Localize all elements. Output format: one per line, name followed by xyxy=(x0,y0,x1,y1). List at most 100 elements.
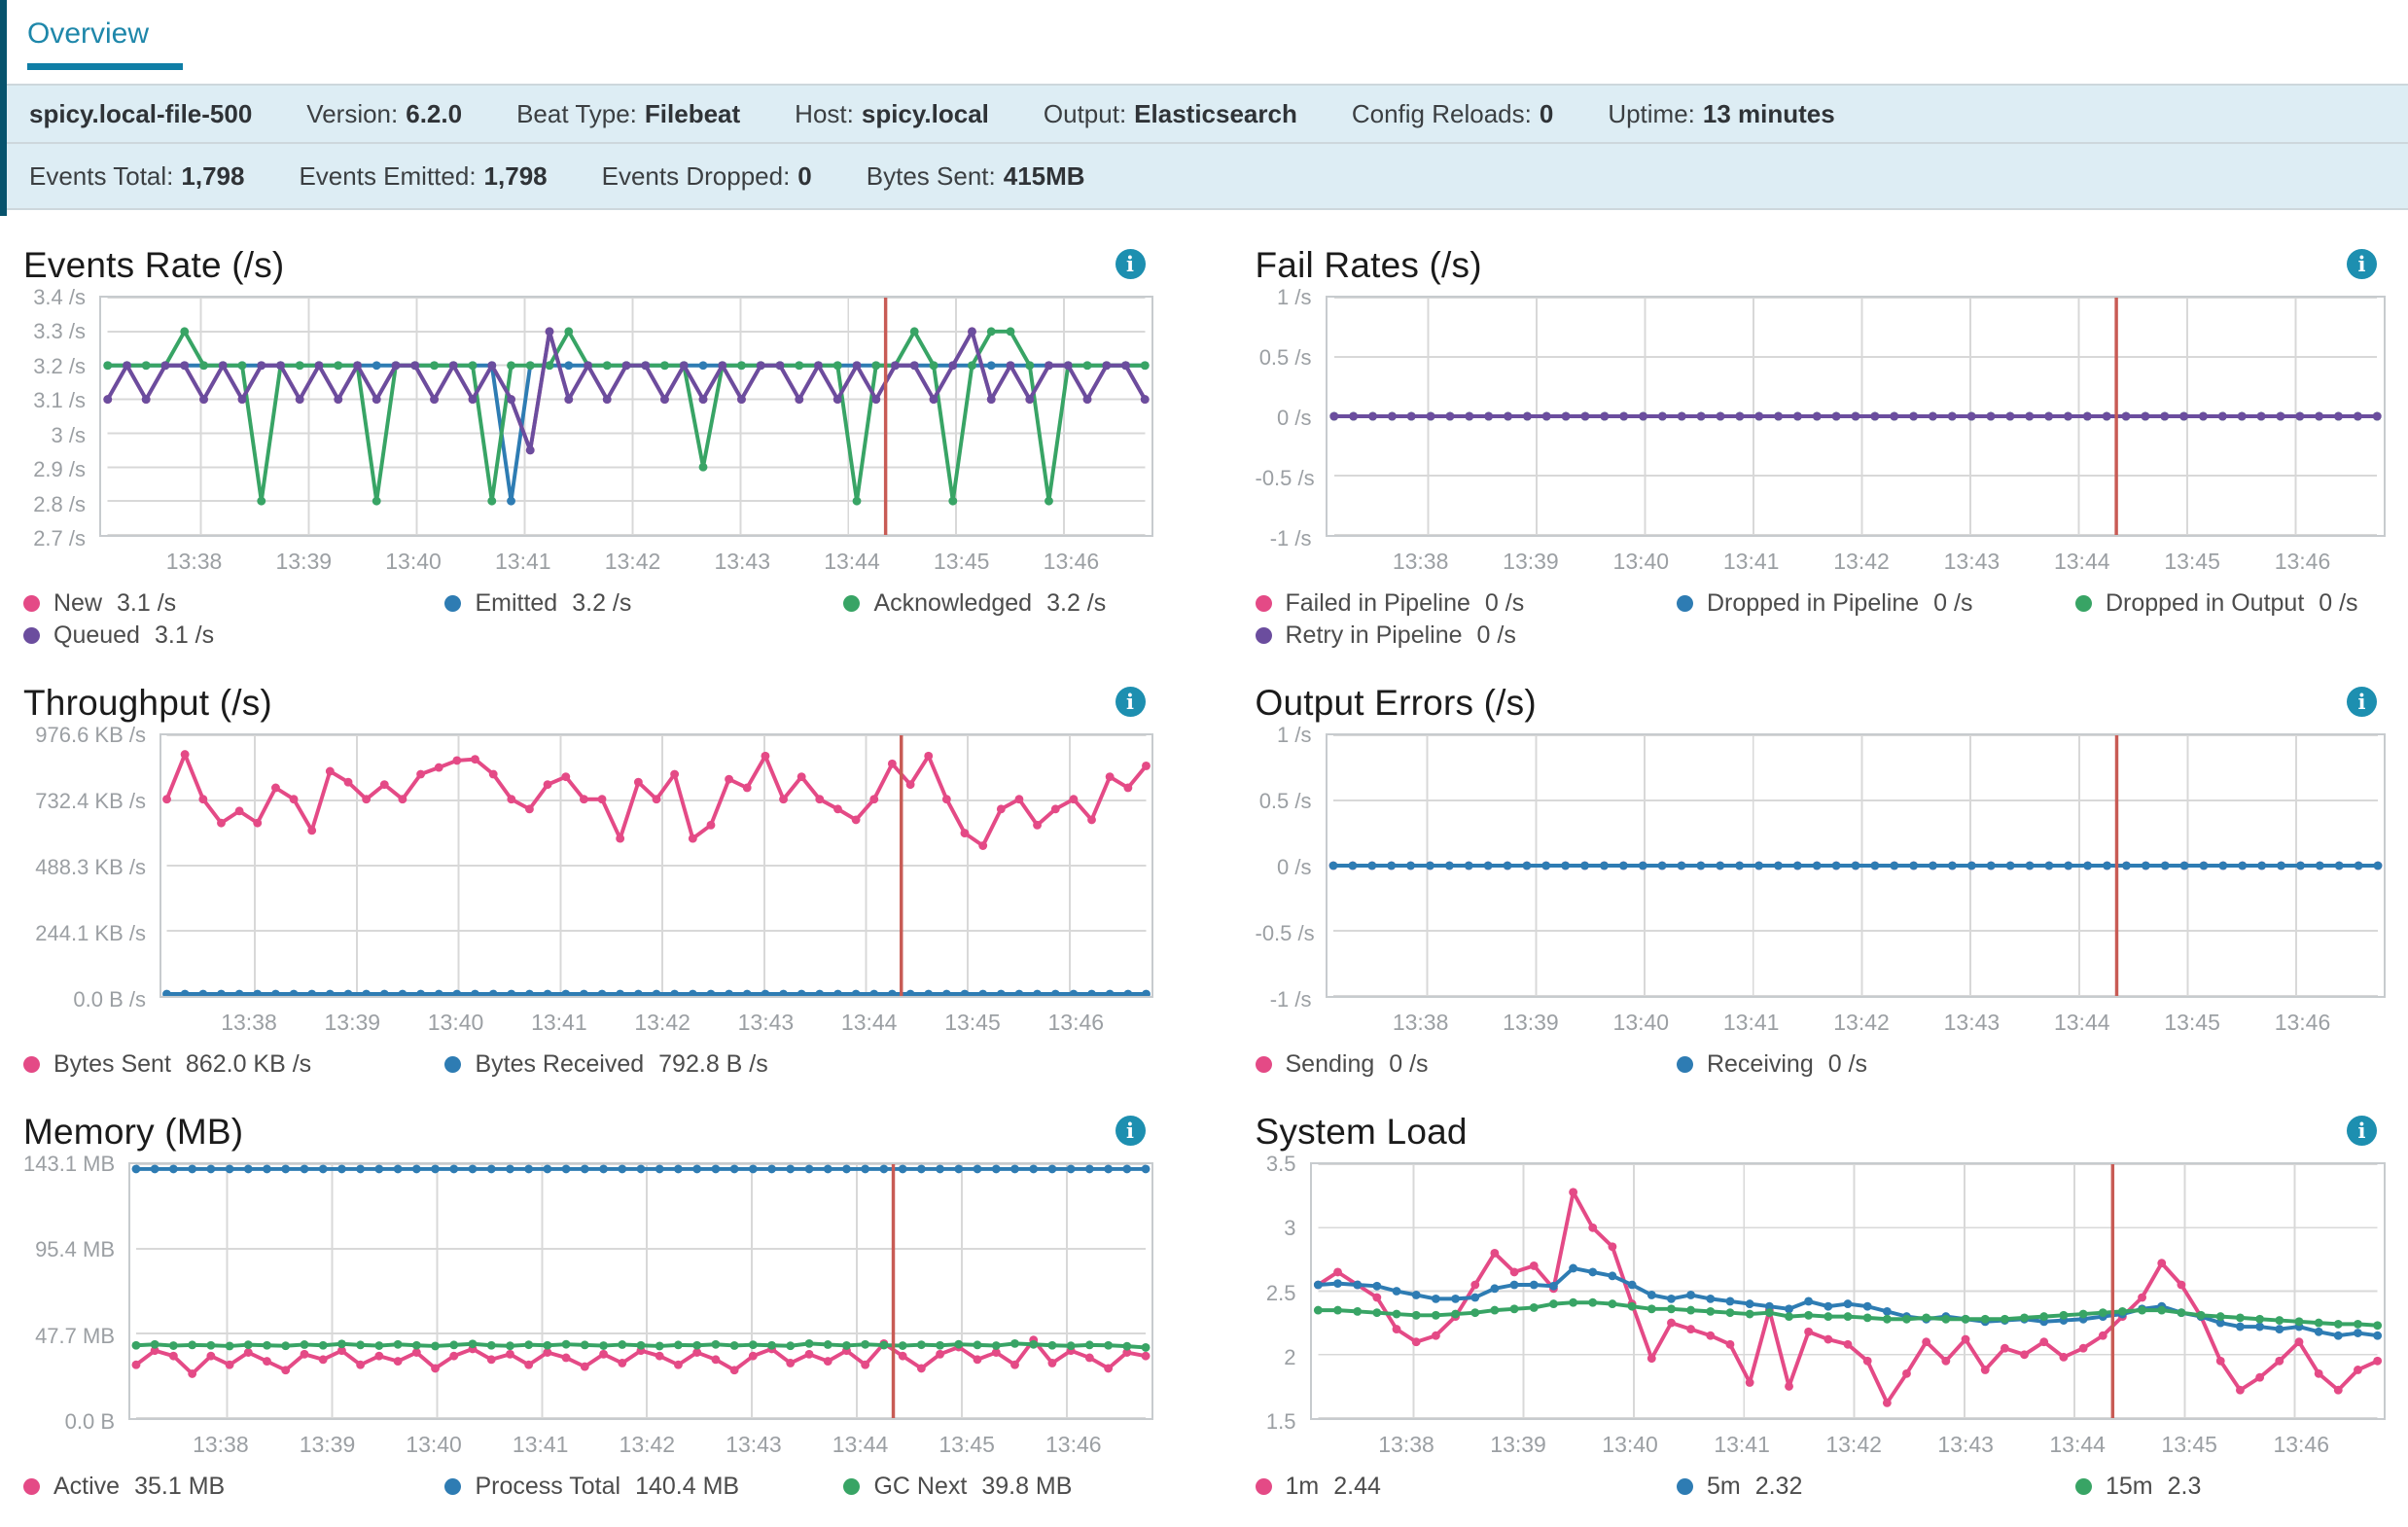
info-icon[interactable]: i xyxy=(1115,687,1146,717)
legend-item-dropped-in-pipeline[interactable]: Dropped in Pipeline 0 /s xyxy=(1676,589,2075,618)
legend-item-active[interactable]: Active 35.1 MB xyxy=(23,1473,444,1501)
x-axis-label: 13:40 xyxy=(1612,549,1670,574)
legend-item-acknowledged[interactable]: Acknowledged 3.2 /s xyxy=(843,589,1162,618)
summary-label: Uptime: xyxy=(1608,98,1695,128)
legend-item-bytes-sent[interactable]: Bytes Sent 862.0 KB /s xyxy=(23,1050,444,1079)
chart-system-load: System Load i 3.5 3 2.5 2 1.5 13:38 13:39 13:40… xyxy=(1255,1112,2395,1501)
chart-legend: Active 35.1 MB Process Total 140.4 MB GC Nex… xyxy=(23,1473,1163,1501)
legend-item-sending[interactable]: Sending 0 /s xyxy=(1255,1050,1677,1079)
legend-dot xyxy=(444,595,462,612)
legend-item-1m[interactable]: 1m 2.44 xyxy=(1255,1473,1677,1501)
legend-item-new[interactable]: New 3.1 /s xyxy=(23,589,444,618)
chart-title: Memory (MB) xyxy=(23,1112,244,1152)
legend-name: Bytes Received xyxy=(475,1050,645,1078)
plot-area: 1 /s 0.5 /s 0 /s -0.5 /s -1 /s 13:38 13:39 13:4… xyxy=(1256,723,2395,1043)
legend-dot xyxy=(23,627,40,644)
summary-value: spicy.local xyxy=(861,98,989,128)
y-axis-label: 2 xyxy=(1284,1344,1296,1369)
legend-item-receiving[interactable]: Receiving 0 /s xyxy=(1676,1050,2075,1079)
chart-canvas[interactable] xyxy=(1325,733,2386,998)
left-accent-strip xyxy=(0,0,7,216)
y-axis-label: 488.3 KB /s xyxy=(35,855,146,879)
chart-legend: Failed in Pipeline 0 /s Dropped in Pipelin… xyxy=(1255,589,2395,650)
x-axis-label: 13:46 xyxy=(2274,1010,2331,1035)
summary-label: Bytes Sent: xyxy=(866,160,996,191)
legend-dot xyxy=(1255,1056,1272,1073)
x-axis-label: 13:46 xyxy=(1043,549,1100,574)
legend-value: 0 /s xyxy=(1933,589,1973,617)
chart-title: Fail Rates (/s) xyxy=(1255,245,1482,285)
chart-title: Throughput (/s) xyxy=(23,683,272,723)
info-icon[interactable]: i xyxy=(1115,249,1146,279)
legend-item-bytes-received[interactable]: Bytes Received 792.8 B /s xyxy=(444,1050,843,1079)
legend-name: Retry in Pipeline xyxy=(1285,621,1463,649)
y-axis-label: 0 /s xyxy=(1277,855,1312,879)
chart-canvas[interactable] xyxy=(128,1162,1153,1420)
x-axis-label: 13:38 xyxy=(165,549,223,574)
plot-area: 976.6 KB /s 732.4 KB /s 488.3 KB /s 244.1 K… xyxy=(23,723,1163,1043)
x-axis-label: 13:42 xyxy=(1833,549,1890,574)
legend-dot xyxy=(2074,595,2092,612)
chart-canvas[interactable] xyxy=(159,733,1153,998)
summary-label: Events Total: xyxy=(29,160,174,191)
y-axis-label: 732.4 KB /s xyxy=(35,789,146,813)
x-axis-label: 13:38 xyxy=(221,1010,277,1035)
y-axis-label: -0.5 /s xyxy=(1255,466,1315,490)
chart-output-errors: Output Errors (/s) i 1 /s 0.5 /s 0 /s -0.5 … xyxy=(1255,683,2395,1079)
y-axis-label: 3.4 /s xyxy=(33,285,86,309)
plot-area: 1 /s 0.5 /s 0 /s -0.5 /s -1 /s 13:38 13:39 13:4… xyxy=(1255,285,2395,582)
legend-dot xyxy=(23,595,40,612)
legend-value: 35.1 MB xyxy=(134,1473,226,1500)
plot-area: 3.4 /s 3.3 /s 3.2 /s 3.1 /s 3 /s 2.9 /s 2.8 /s… xyxy=(23,285,1163,582)
chart-canvas[interactable] xyxy=(99,296,1153,537)
legend-item-retry-in-pipeline[interactable]: Retry in Pipeline 0 /s xyxy=(1255,621,1677,650)
info-icon[interactable]: i xyxy=(2347,687,2377,717)
legend-value: 3.1 /s xyxy=(117,589,177,617)
x-axis-label: 13:38 xyxy=(1392,549,1449,574)
legend-dot xyxy=(1676,1056,1693,1073)
chart-legend: 1m 2.44 5m 2.32 15m 2.3 xyxy=(1255,1473,2395,1501)
y-axis-label: 2.5 xyxy=(1265,1280,1296,1305)
legend-item-gc-next[interactable]: GC Next 39.8 MB xyxy=(843,1473,1162,1501)
chart-canvas[interactable] xyxy=(1325,296,2386,537)
x-axis-label: 13:42 xyxy=(1825,1432,1882,1457)
legend-item-failed-in-pipeline[interactable]: Failed in Pipeline 0 /s xyxy=(1255,589,1677,618)
x-axis-label: 13:41 xyxy=(531,1010,587,1035)
x-axis-label: 13:40 xyxy=(1612,1010,1670,1035)
legend-item-emitted[interactable]: Emitted 3.2 /s xyxy=(444,589,843,618)
legend-item-process-total[interactable]: Process Total 140.4 MB xyxy=(444,1473,843,1501)
chart-fail-rates: Fail Rates (/s) i 1 /s 0.5 /s 0 /s -0.5 /s -… xyxy=(1255,245,2395,650)
beat-name: spicy.local-file-500 xyxy=(29,98,253,128)
y-axis-label: 3.2 /s xyxy=(33,353,86,378)
y-axis-label: 2.9 /s xyxy=(33,457,86,482)
summary-value: Filebeat xyxy=(644,98,741,128)
legend-value: 39.8 MB xyxy=(981,1473,1073,1500)
x-axis-label: 13:45 xyxy=(2161,1432,2217,1457)
legend-item-queued[interactable]: Queued 3.1 /s xyxy=(23,621,444,650)
info-icon[interactable]: i xyxy=(1115,1116,1146,1146)
info-icon[interactable]: i xyxy=(2347,1116,2377,1146)
legend-dot xyxy=(1676,1478,1693,1495)
x-axis-label: 13:44 xyxy=(2049,1432,2106,1457)
summary-value: 6.2.0 xyxy=(406,98,463,128)
legend-name: New xyxy=(53,589,103,617)
legend-item-15m[interactable]: 15m 2.3 xyxy=(2074,1473,2394,1501)
legend-dot xyxy=(1255,595,1272,612)
tab-overview[interactable]: Overview xyxy=(27,18,183,70)
info-icon[interactable]: i xyxy=(2347,249,2377,279)
plot-area: 143.1 MB 95.4 MB 47.7 MB 0.0 B 13:38 13:39 13:… xyxy=(23,1152,1163,1465)
legend-dot xyxy=(1255,627,1272,644)
y-axis-label: -1 /s xyxy=(1269,987,1312,1012)
legend-dot xyxy=(23,1478,40,1495)
summary-value: 1,798 xyxy=(181,160,245,191)
chart-canvas[interactable] xyxy=(1309,1162,2386,1420)
legend-name: 5m xyxy=(1706,1473,1741,1500)
x-axis-label: 13:43 xyxy=(714,549,771,574)
legend-item-dropped-in-output[interactable]: Dropped in Output 0 /s xyxy=(2074,589,2394,618)
legend-item-5m[interactable]: 5m 2.32 xyxy=(1676,1473,2075,1501)
summary-label: Events Dropped: xyxy=(601,160,791,191)
y-axis-label: 0.0 B xyxy=(64,1409,115,1434)
y-axis-label: 3 xyxy=(1284,1216,1296,1241)
legend-value: 0 /s xyxy=(1476,621,1516,649)
summary-config-reloads: Config Reloads: 0 xyxy=(1352,99,1553,129)
